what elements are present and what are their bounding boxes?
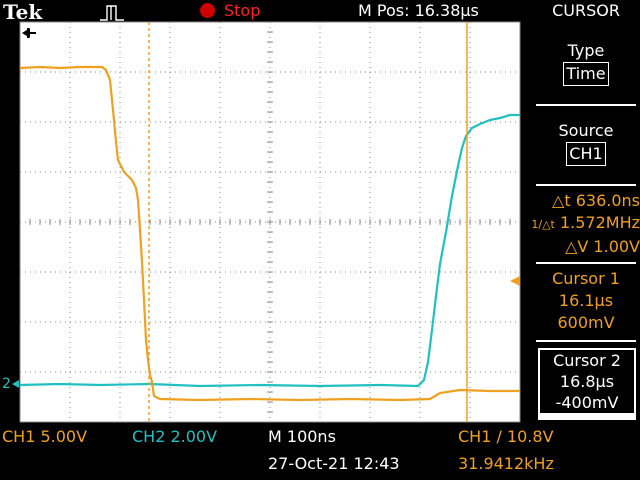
cursor-deltas: △t 636.0ns 1/△t 1.572MHz △V 1.00V bbox=[530, 190, 640, 258]
cursor1-button[interactable]: Cursor 1 16.1µs 600mV bbox=[532, 268, 640, 334]
brand-logo: Tek bbox=[3, 0, 43, 24]
trigger-level-marker bbox=[510, 276, 520, 286]
cursor-type-button[interactable]: Type Time bbox=[532, 40, 640, 86]
trigger-position-readout: M Pos: 16.38µs bbox=[358, 1, 479, 20]
cursor1-volt: 600mV bbox=[557, 313, 615, 332]
run-stop-indicator-icon bbox=[200, 3, 215, 18]
cursor1-label: Cursor 1 bbox=[552, 269, 620, 288]
menu-title: CURSOR bbox=[552, 1, 620, 20]
cursor-source-label: Source bbox=[558, 121, 614, 140]
cursor2-time: 16.8µs bbox=[559, 372, 615, 391]
cursor2-volt: -400mV bbox=[555, 393, 619, 412]
cursor2-label: Cursor 2 bbox=[553, 351, 621, 370]
datetime-readout: 27-Oct-21 12:43 bbox=[268, 454, 400, 473]
graticule-border bbox=[19, 21, 521, 423]
ch1-waveform bbox=[19, 65, 520, 402]
delta-volt-readout: △V 1.00V bbox=[565, 237, 640, 256]
ch2-ground-label: 2 bbox=[2, 376, 11, 392]
cursor-source-button[interactable]: Source CH1 bbox=[532, 120, 640, 166]
trigger-edge-icon bbox=[100, 5, 124, 21]
timebase-readout: M 100ns bbox=[268, 427, 336, 446]
cursor1-time: 16.1µs bbox=[558, 291, 614, 310]
cursor-source-value: CH1 bbox=[566, 142, 606, 166]
ch2-ground-marker bbox=[12, 380, 19, 388]
cursor-type-label: Type bbox=[567, 41, 605, 60]
ch2-waveform bbox=[19, 113, 520, 388]
trigger-readout: CH1 ∕ 10.8V bbox=[458, 427, 554, 446]
ch1-scale-readout: CH1 5.00V bbox=[2, 427, 88, 446]
frequency-readout: 31.9412kHz bbox=[458, 454, 554, 473]
delta-time-readout: △t 636.0ns bbox=[552, 191, 640, 210]
inverse-delta-time-readout: 1/△t 1.572MHz bbox=[531, 213, 640, 232]
ch1-trace bbox=[19, 65, 520, 402]
ch2-trace bbox=[19, 113, 520, 388]
run-state-label: Stop bbox=[224, 1, 261, 20]
cursor-type-value: Time bbox=[563, 62, 609, 86]
ch2-scale-readout: CH2 2.00V bbox=[132, 427, 218, 446]
cursor2-button[interactable]: Cursor 2 16.8µs -400mV bbox=[538, 348, 636, 420]
graticule-grid bbox=[19, 21, 521, 423]
